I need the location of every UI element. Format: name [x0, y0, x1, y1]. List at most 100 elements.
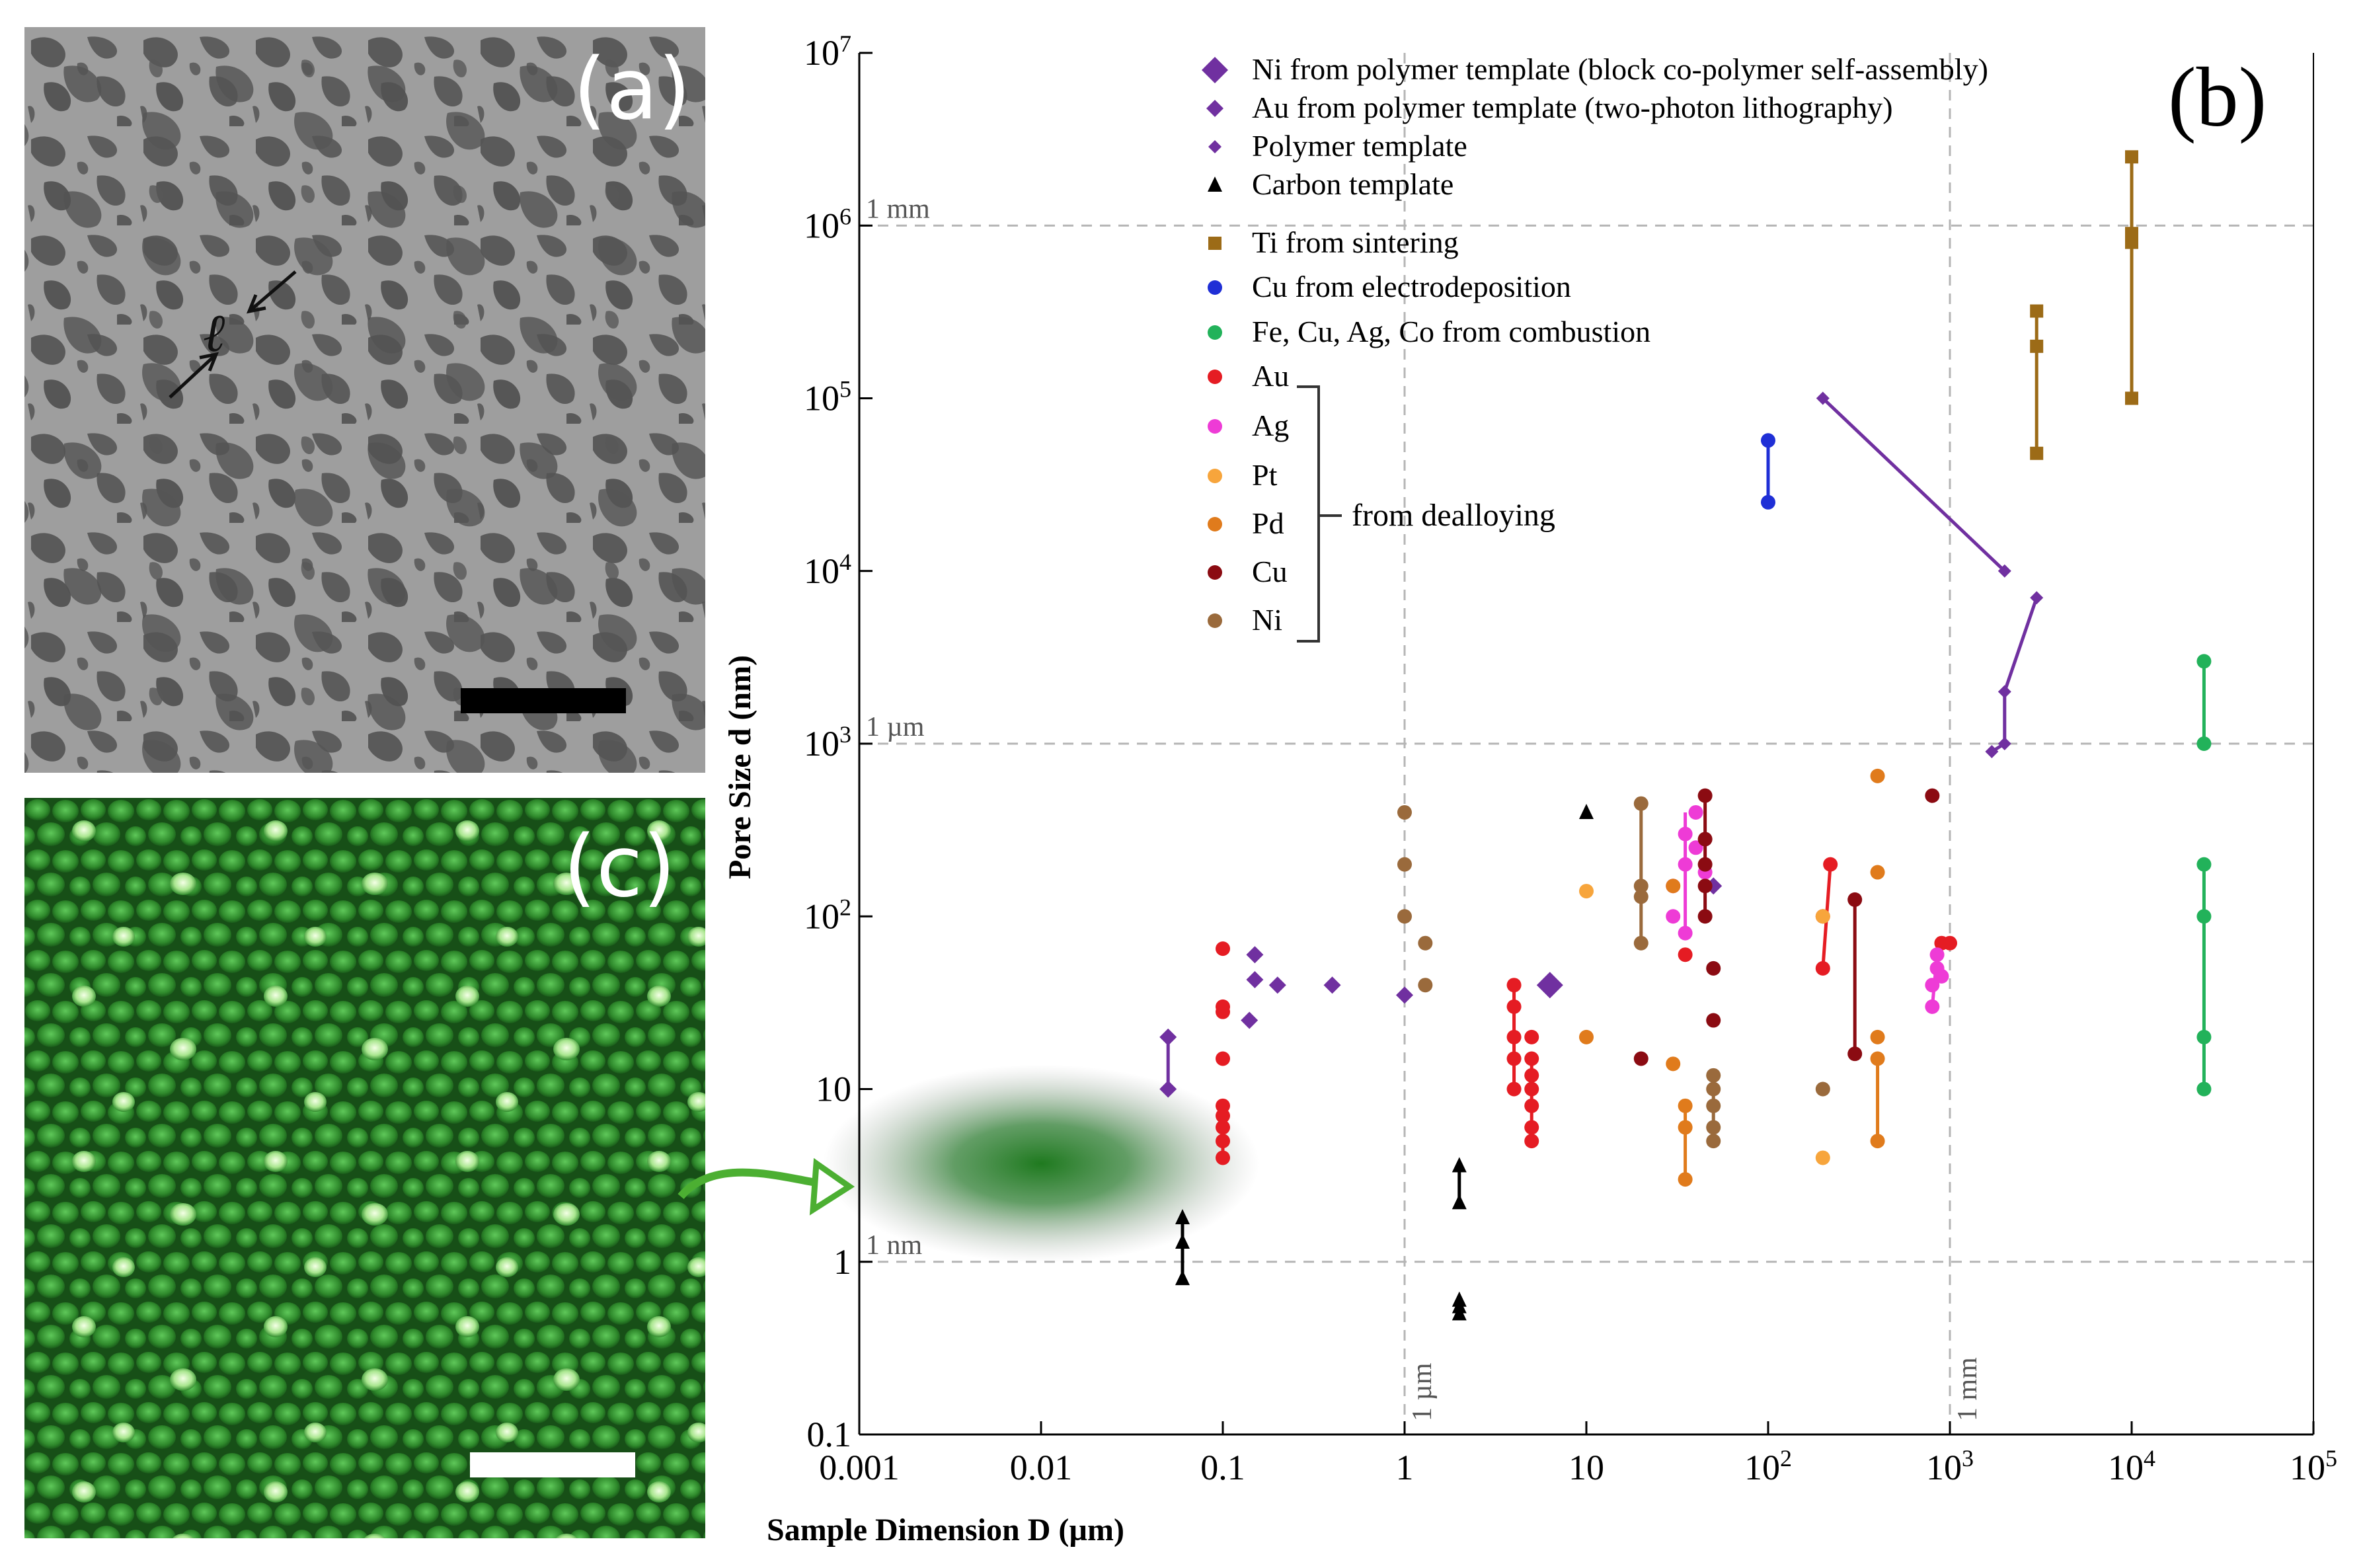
legend-label: Au from polymer template (two-photon lit… — [1252, 91, 1893, 124]
legend-label: Polymer template — [1252, 129, 1467, 163]
y-tick-label: 102 — [804, 894, 851, 936]
pd-point — [1870, 768, 1885, 783]
cu-point — [1847, 892, 1863, 907]
polymer-template-point — [1985, 744, 1999, 758]
cu-point — [1633, 1051, 1648, 1066]
ti-from-sintering-point — [2030, 304, 2044, 318]
ni-point — [1397, 909, 1412, 924]
ag-point — [1678, 857, 1693, 872]
cu-point — [1706, 1013, 1721, 1028]
ag-point — [1934, 968, 1949, 984]
y-tick-label: 107 — [804, 30, 851, 73]
horizontal-reference-label: 1 nm — [866, 1230, 923, 1261]
y-tick-label: 103 — [804, 721, 851, 764]
legend-marker — [1208, 419, 1222, 434]
au-point — [1524, 1134, 1539, 1149]
vertical-reference-label: 1 µm — [1407, 1362, 1438, 1421]
pd-point — [1666, 879, 1681, 894]
legend-label: Carbon template — [1252, 167, 1454, 201]
ti-from-sintering-point — [2125, 227, 2138, 241]
au-point — [1216, 1134, 1230, 1149]
ti-from-sintering-point — [2125, 391, 2138, 405]
au-point — [1943, 935, 1957, 951]
polymer-template-point — [1816, 391, 1830, 405]
y-tick-label: 1 — [834, 1242, 851, 1282]
au-from-polymer-template-point — [1159, 1080, 1177, 1098]
afm-scale-bar — [470, 1452, 635, 1477]
x-tick-label: 104 — [2108, 1445, 2155, 1487]
cu-point — [1847, 1046, 1863, 1062]
carbon-template-point — [1175, 1209, 1190, 1225]
carbon-template-point — [1175, 1233, 1190, 1249]
y-tick-label: 0.1 — [807, 1415, 852, 1454]
legend-marker — [1208, 565, 1222, 580]
ag-point — [1925, 978, 1940, 993]
polymer-template-segment — [1822, 397, 2006, 572]
legend-label: Pt — [1252, 458, 1278, 492]
ni-point — [1633, 889, 1648, 904]
x-tick-label: 103 — [1926, 1445, 1974, 1487]
y-axis-label: Pore Size d (nm) — [722, 655, 757, 879]
au-from-polymer-template-point — [1241, 1011, 1259, 1029]
pd-point — [1870, 1051, 1885, 1066]
fe-cu-ag-co-from-combustion-point — [2196, 857, 2212, 872]
au-from-polymer-template-point — [1396, 986, 1413, 1004]
au-point — [1216, 941, 1230, 957]
legend-marker — [1208, 176, 1222, 192]
legend-marker — [1202, 57, 1228, 83]
ni-point — [1633, 796, 1648, 811]
fe-cu-ag-co-from-combustion-point — [2196, 1029, 2212, 1044]
x-tick-label: 105 — [2290, 1445, 2337, 1487]
pd-point — [1579, 1029, 1594, 1044]
link-arrow — [678, 1168, 820, 1200]
pore-width-arrows — [169, 270, 297, 399]
cu-point — [1697, 788, 1713, 803]
pt-point — [1815, 1150, 1830, 1165]
pd-point — [1870, 1029, 1885, 1044]
fe-cu-ag-co-from-combustion-point — [2196, 654, 2212, 669]
au-point — [1506, 1029, 1522, 1044]
y-tick-label: 105 — [804, 376, 851, 418]
x-axis-label: Sample Dimension D (µm) — [767, 1512, 1124, 1548]
polymer-template-segment — [2003, 597, 2038, 693]
carbon-template-point — [1452, 1291, 1467, 1307]
cu-point — [1697, 879, 1713, 894]
au-point — [1524, 1051, 1539, 1066]
ti-from-sintering-point — [2030, 339, 2044, 353]
ni-point — [1418, 935, 1433, 951]
au-point — [1216, 1108, 1230, 1123]
polymer-template-point — [1997, 564, 2011, 578]
legend-marker — [1208, 140, 1221, 153]
au-point — [1823, 857, 1838, 872]
pt-point — [1579, 884, 1594, 899]
au-from-polymer-template-point — [1246, 946, 1264, 964]
ag-point — [1688, 804, 1703, 820]
polymer-template-point — [1997, 685, 2011, 699]
au-point — [1524, 1120, 1539, 1135]
au-point — [1506, 1051, 1522, 1066]
legend-marker — [1208, 517, 1222, 531]
ni-point — [1706, 1134, 1721, 1149]
ni-point — [1397, 857, 1412, 872]
legend-marker — [1208, 370, 1222, 384]
ti-from-sintering-point — [2030, 446, 2044, 460]
cu-point — [1706, 960, 1721, 976]
au-from-polymer-template-point — [1323, 976, 1341, 994]
ag-point — [1666, 909, 1681, 924]
sem-micrograph-image: ℓ — [24, 27, 705, 773]
legend-label: Au — [1252, 359, 1289, 393]
ag-point — [1678, 826, 1693, 842]
legend-label: Ti from sintering — [1252, 225, 1459, 259]
fe-cu-ag-co-from-combustion-point — [2196, 1081, 2212, 1097]
ni-point — [1815, 1081, 1830, 1097]
ti-from-sintering-point — [2125, 150, 2138, 164]
carbon-template-point — [1579, 803, 1594, 819]
x-tick-label: 0.1 — [1200, 1448, 1245, 1487]
afm-image — [24, 798, 705, 1538]
carbon-template-point — [1452, 1157, 1467, 1173]
pd-point — [1678, 1120, 1693, 1135]
ni-from-polymer-template-point — [1536, 972, 1563, 999]
polymer-template-point — [2030, 591, 2044, 605]
carbon-template-point — [1452, 1194, 1467, 1210]
polymer-template-point — [1997, 737, 2011, 750]
